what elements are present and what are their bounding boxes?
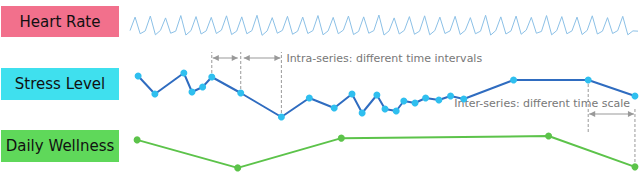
svg-text:Stress Level: Stress Level [15,75,105,93]
svg-text:Inter-series: different time s: Inter-series: different time scale [454,97,630,110]
svg-text:Intra-series: different time i: Intra-series: different time intervals [286,52,482,65]
svg-text:Daily Wellness: Daily Wellness [6,137,115,155]
svg-text:Heart Rate: Heart Rate [20,13,101,31]
